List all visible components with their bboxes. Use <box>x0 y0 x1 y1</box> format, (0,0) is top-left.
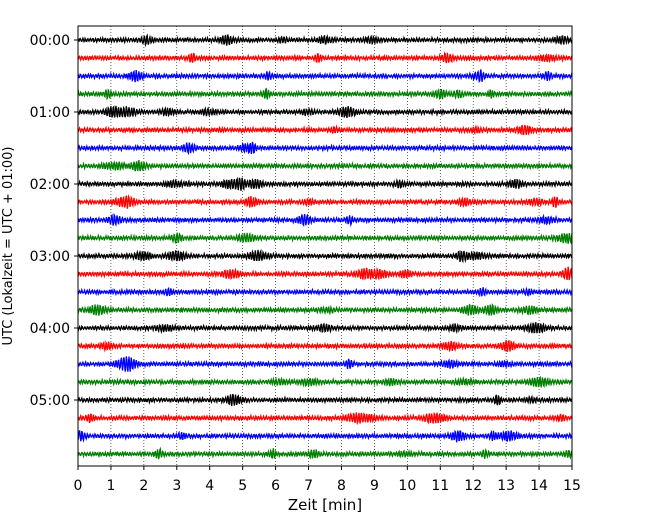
y-axis-label: UTC (Lokalzeit = UTC + 01:00) <box>1 147 16 346</box>
y-axis-ticks: 00:00 01:00 02:00 03:00 04:00 05:00 <box>30 33 78 409</box>
y-tick-label: 00:00 <box>30 33 70 49</box>
trace-line <box>77 105 573 119</box>
trace-line <box>77 375 573 389</box>
plot-area-background <box>78 26 572 466</box>
trace-line <box>77 212 573 228</box>
trace-line <box>77 141 573 156</box>
trace-line <box>77 303 573 317</box>
trace-line <box>77 51 573 64</box>
y-tick-label: 01:00 <box>30 105 70 121</box>
x-tick-label: 1 <box>106 478 115 494</box>
x-tick-label: 0 <box>74 478 83 494</box>
x-tick-label: 8 <box>337 478 346 494</box>
trace-line <box>77 339 573 353</box>
x-tick-label: 3 <box>172 478 181 494</box>
trace-line <box>77 446 573 460</box>
trace-line <box>77 356 573 372</box>
x-tick-label: 14 <box>530 478 548 494</box>
trace-line <box>77 231 573 245</box>
x-tick-label: 13 <box>497 478 515 494</box>
trace-line <box>77 286 573 298</box>
y-tick-label: 02:00 <box>30 177 70 193</box>
x-tick-label: 15 <box>563 478 581 494</box>
x-tick-label: 9 <box>370 478 379 494</box>
trace-line <box>77 412 573 426</box>
trace-line <box>77 194 573 209</box>
trace-line <box>77 266 573 281</box>
x-tick-label: 6 <box>271 478 280 494</box>
y-tick-label: 03:00 <box>30 249 70 265</box>
x-tick-label: 12 <box>464 478 482 494</box>
trace-line <box>77 69 573 84</box>
plot-frame <box>77 25 573 467</box>
seismic-traces <box>77 33 573 460</box>
y-tick-label: 05:00 <box>30 393 70 409</box>
trace-line <box>77 33 573 48</box>
x-tick-label: 7 <box>304 478 313 494</box>
trace-line <box>77 393 573 407</box>
x-tick-label: 4 <box>205 478 214 494</box>
x-tick-label: 11 <box>431 478 449 494</box>
y-tick-label: 04:00 <box>30 321 70 337</box>
trace-line <box>77 248 573 264</box>
trace-line <box>77 176 573 192</box>
x-tick-label: 10 <box>398 478 416 494</box>
trace-line <box>77 429 573 443</box>
x-tick-label: 2 <box>139 478 148 494</box>
trace-line <box>77 87 573 101</box>
x-axis-label: Zeit [min] <box>288 496 362 514</box>
trace-line <box>77 159 573 172</box>
trace-line <box>77 321 573 335</box>
x-axis-ticks: 0 1 2 3 4 5 6 7 8 9 10 11 12 13 14 15 <box>74 466 581 494</box>
trace-line <box>77 124 573 136</box>
x-tick-label: 5 <box>238 478 247 494</box>
grid-lines <box>110 26 540 466</box>
